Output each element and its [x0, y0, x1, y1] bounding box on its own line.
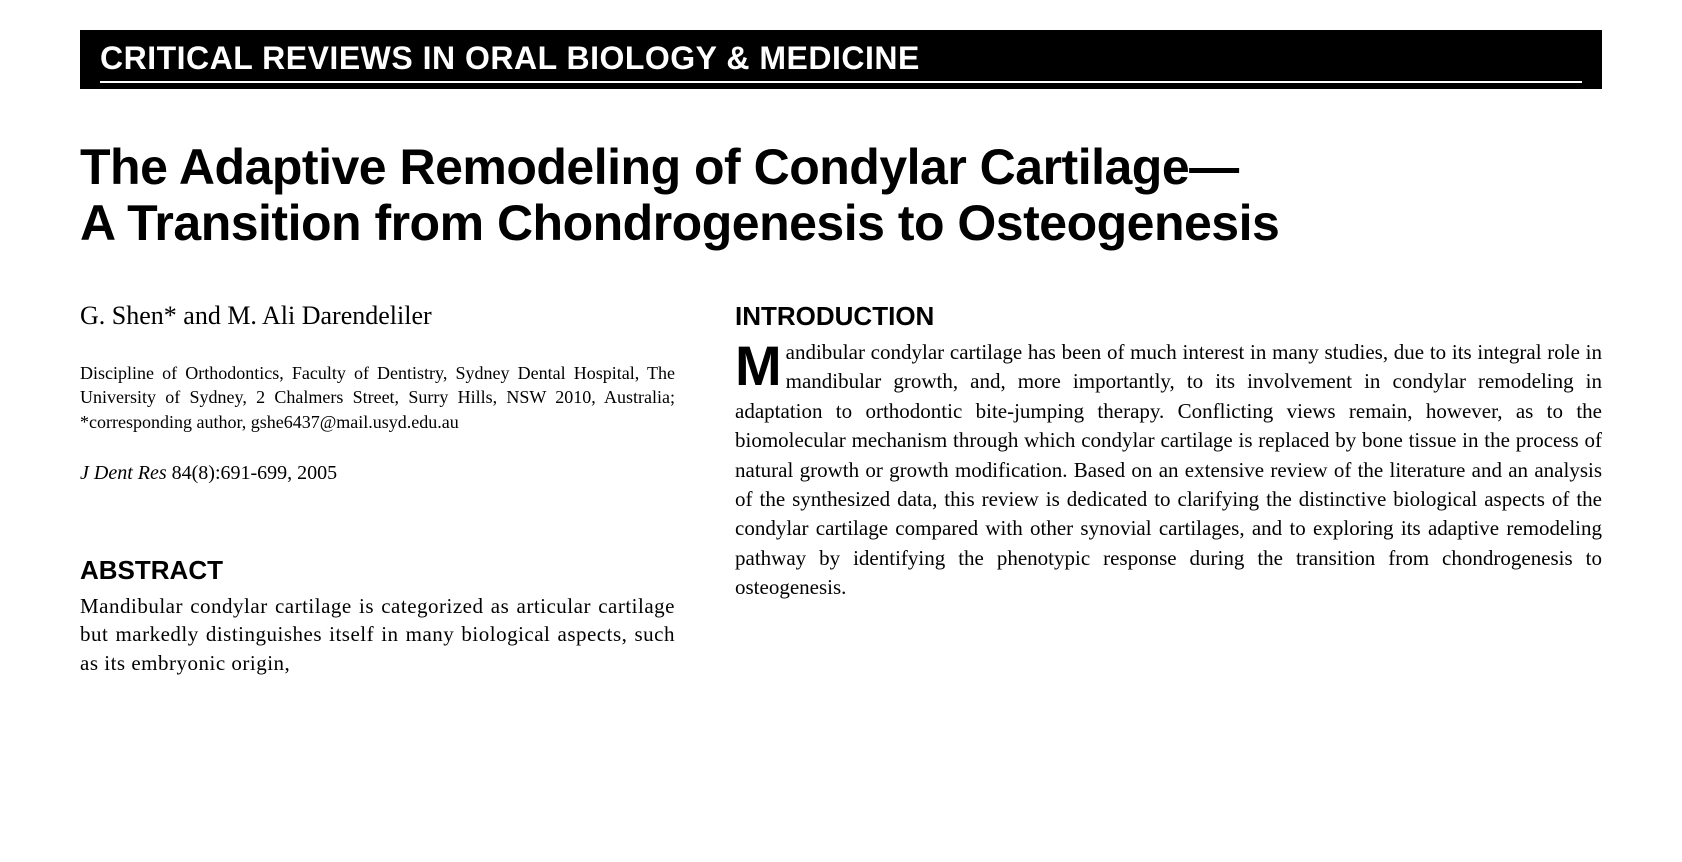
banner-underline: [100, 81, 1582, 83]
journal-banner: CRITICAL REVIEWS IN ORAL BIOLOGY & MEDIC…: [80, 30, 1602, 89]
journal-banner-text: CRITICAL REVIEWS IN ORAL BIOLOGY & MEDIC…: [100, 40, 1582, 77]
introduction-body: Mandibular condylar cartilage has been o…: [735, 338, 1602, 603]
abstract-heading: ABSTRACT: [80, 555, 675, 586]
content-columns: G. Shen* and M. Ali Darendeliler Discipl…: [80, 301, 1602, 677]
article-title-line1: The Adaptive Remodeling of Condylar Cart…: [80, 139, 1239, 195]
article-title-line2: A Transition from Chondrogenesis to Oste…: [80, 195, 1279, 251]
right-column: INTRODUCTION Mandibular condylar cartila…: [735, 301, 1602, 677]
citation-journal: J Dent Res: [80, 462, 167, 484]
authors: G. Shen* and M. Ali Darendeliler: [80, 301, 675, 331]
introduction-heading: INTRODUCTION: [735, 301, 1602, 332]
citation: J Dent Res 84(8):691-699, 2005: [80, 462, 675, 485]
left-column: G. Shen* and M. Ali Darendeliler Discipl…: [80, 301, 675, 677]
abstract-body: Mandibular condylar cartilage is categor…: [80, 592, 675, 677]
citation-details: 84(8):691-699, 2005: [167, 462, 338, 484]
intro-body-text: andibular condylar cartilage has been of…: [735, 340, 1602, 599]
affiliation: Discipline of Orthodontics, Faculty of D…: [80, 361, 675, 434]
dropcap: M: [735, 338, 786, 390]
article-title: The Adaptive Remodeling of Condylar Cart…: [80, 139, 1602, 251]
